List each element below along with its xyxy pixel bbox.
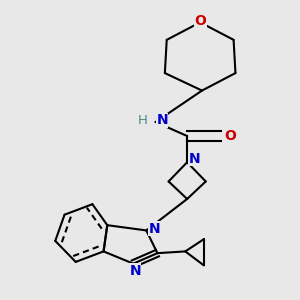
Text: H: H xyxy=(138,114,148,127)
Text: N: N xyxy=(129,264,141,278)
Text: N: N xyxy=(148,222,160,236)
Text: O: O xyxy=(194,14,206,28)
Text: O: O xyxy=(224,129,236,143)
Text: N: N xyxy=(189,152,200,166)
Text: N: N xyxy=(156,113,168,127)
